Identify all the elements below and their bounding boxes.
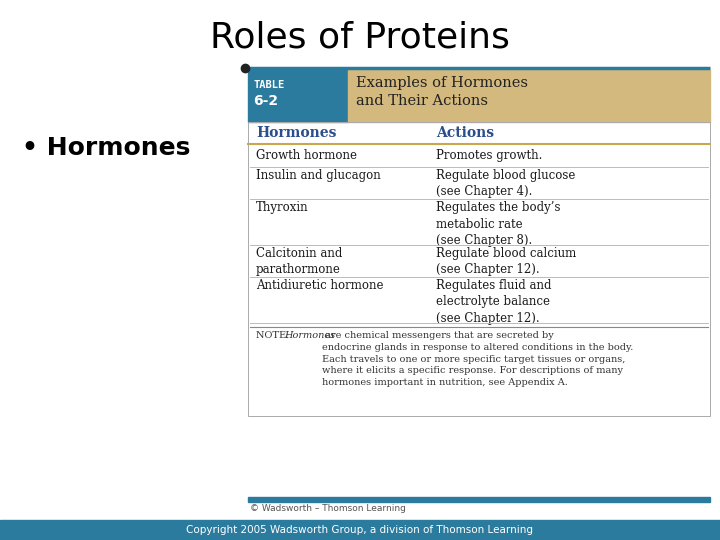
Text: Copyright 2005 Wadsworth Group, a division of Thomson Learning: Copyright 2005 Wadsworth Group, a divisi… (186, 525, 534, 535)
Text: Thyroxin: Thyroxin (256, 201, 309, 214)
Text: Regulates fluid and
electrolyte balance
(see Chapter 12).: Regulates fluid and electrolyte balance … (436, 279, 552, 325)
Text: Hormones: Hormones (284, 331, 335, 340)
Text: • Hormones: • Hormones (22, 136, 190, 160)
Text: NOTE:: NOTE: (256, 331, 292, 340)
Bar (0, 520, 720, 540)
Text: Growth hormone: Growth hormone (256, 149, 357, 162)
Text: Calcitonin and
parathormone: Calcitonin and parathormone (256, 247, 343, 276)
Text: Promotes growth.: Promotes growth. (436, 149, 542, 162)
Bar (248, 122, 710, 416)
Text: Hormones: Hormones (256, 126, 336, 140)
Text: © Wadsworth – Thomson Learning: © Wadsworth – Thomson Learning (250, 504, 406, 513)
Text: 6-2: 6-2 (253, 94, 278, 108)
Text: Roles of Proteins: Roles of Proteins (210, 21, 510, 55)
Text: Insulin and glucagon: Insulin and glucagon (256, 169, 381, 182)
Bar (348, 70, 710, 122)
Bar (248, 497, 710, 502)
Text: Actions: Actions (436, 126, 494, 140)
Text: Regulate blood glucose
(see Chapter 4).: Regulate blood glucose (see Chapter 4). (436, 169, 575, 199)
Text: TABLE: TABLE (253, 80, 284, 90)
Text: Antidiuretic hormone: Antidiuretic hormone (256, 279, 384, 292)
Text: Regulates the body’s
metabolic rate
(see Chapter 8).: Regulates the body’s metabolic rate (see… (436, 201, 560, 247)
Text: Examples of Hormones: Examples of Hormones (356, 76, 528, 90)
Text: Regulate blood calcium
(see Chapter 12).: Regulate blood calcium (see Chapter 12). (436, 247, 576, 276)
Bar (248, 122, 710, 416)
Text: are chemical messengers that are secreted by
endocrine glands in response to alt: are chemical messengers that are secrete… (322, 331, 634, 387)
Bar (248, 70, 348, 122)
Text: and Their Actions: and Their Actions (356, 94, 488, 108)
